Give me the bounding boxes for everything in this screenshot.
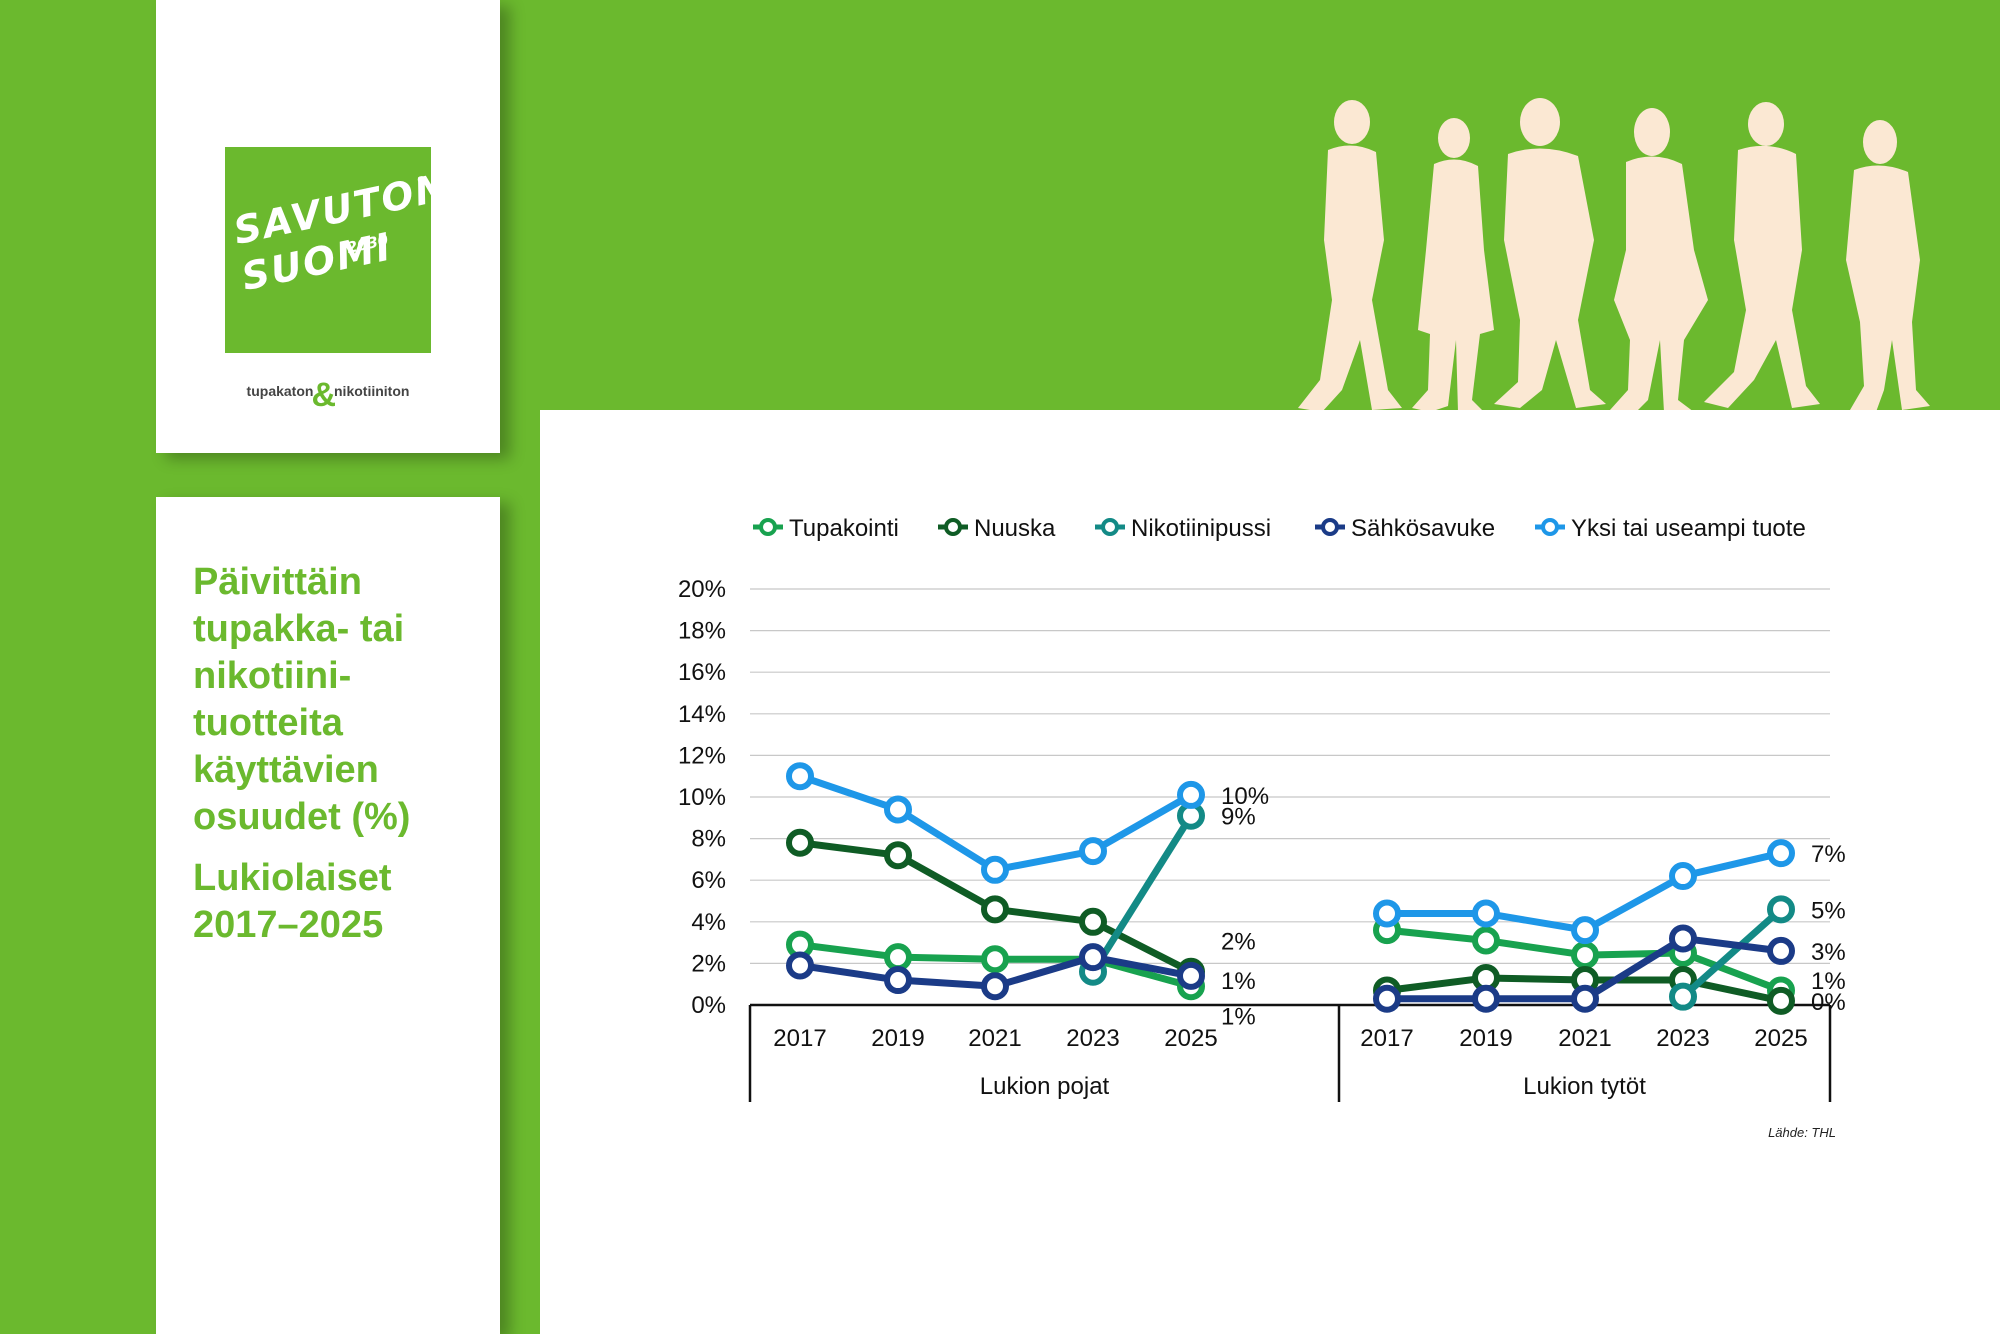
series-line-0-Yksi tai useampi tuote — [798, 772, 1193, 874]
y-tick-16%: 16% — [678, 659, 726, 686]
legend-marker-Sähkösavuke — [1321, 518, 1339, 536]
silhouette-person-3 — [1494, 98, 1606, 408]
point-0-Sähkösavuke-2 — [981, 972, 1009, 1001]
end-label-1-2: 3% — [1811, 939, 1846, 966]
chart-card: 0% 2% 4% 6% 8% 10% 12% 14% 16% 18% 20% Tupakointi Nu… — [540, 410, 2000, 1334]
end-label-0-2: 2% — [1221, 929, 1256, 956]
line-chart: 0% 2% 4% 6% 8% 10% 12% 14% 16% 18% 20% Tupakointi Nu… — [678, 515, 1846, 1102]
legend-marker-Tupakointi — [759, 518, 777, 536]
y-tick-18%: 18% — [678, 618, 726, 645]
point-1-Yksi tai useampi tuote-2 — [1571, 916, 1599, 945]
y-tick-0%: 0% — [691, 992, 726, 1019]
end-label-0-4: 1% — [1221, 1003, 1256, 1030]
point-0-Nuuska-1 — [884, 841, 912, 870]
y-tick-12%: 12% — [678, 742, 726, 769]
y-tick-8%: 8% — [691, 826, 726, 853]
point-1-Tupakointi-2 — [1571, 941, 1599, 970]
silhouette-person-6 — [1846, 120, 1930, 412]
point-0-Yksi tai useampi tuote-0 — [786, 762, 814, 791]
x-tick-0-2025: 2025 — [1164, 1025, 1217, 1052]
source-note: Lähde: THL — [1768, 1125, 1836, 1140]
point-1-Tupakointi-1 — [1472, 926, 1500, 955]
point-0-Nuuska-0 — [786, 828, 814, 857]
x-tick-0-2023: 2023 — [1066, 1025, 1119, 1052]
x-tick-1-2023: 2023 — [1656, 1025, 1709, 1052]
page-subtitle: Lukiolaiset 2017–2025 — [193, 857, 392, 946]
y-tick-14%: 14% — [678, 701, 726, 728]
point-1-Yksi tai useampi tuote-1 — [1472, 899, 1500, 928]
tag-left: tupakaton — [246, 383, 314, 399]
logo-tagline: tupakaton&nikotiiniton — [225, 376, 431, 415]
y-tick-4%: 4% — [691, 909, 726, 936]
end-label-1-4: 0% — [1811, 989, 1846, 1016]
logo-registered-mark: ® — [417, 175, 425, 186]
point-0-Nuuska-2 — [981, 895, 1009, 924]
point-0-Yksi tai useampi tuote-2 — [981, 855, 1009, 884]
x-tick-1-2017: 2017 — [1360, 1025, 1413, 1052]
point-1-Yksi tai useampi tuote-3 — [1669, 862, 1697, 891]
point-0-Yksi tai useampi tuote-1 — [884, 795, 912, 824]
silhouette-person-1 — [1298, 100, 1402, 413]
end-label-0-0: 10% — [1221, 783, 1269, 810]
point-1-Sähkösavuke-3 — [1669, 924, 1697, 953]
x-tick-1-2025: 2025 — [1754, 1025, 1807, 1052]
point-0-Tupakointi-2 — [981, 945, 1009, 974]
legend-label-Nuuska: Nuuska — [974, 515, 1056, 542]
point-0-Nuuska-3 — [1079, 907, 1107, 936]
legend-marker-Nuuska — [944, 518, 962, 536]
point-1-Sähkösavuke-1 — [1472, 984, 1500, 1013]
point-0-Yksi tai useampi tuote-3 — [1079, 837, 1107, 866]
end-label-1-3: 1% — [1811, 968, 1846, 995]
group-label-0: Lukion pojat — [980, 1073, 1110, 1100]
point-0-Tupakointi-1 — [884, 943, 912, 972]
point-0-Sähkösavuke-3 — [1079, 943, 1107, 972]
point-0-Yksi tai useampi tuote-4 — [1177, 780, 1205, 809]
point-1-Yksi tai useampi tuote-4 — [1767, 839, 1795, 868]
silhouette-person-5 — [1704, 102, 1820, 409]
end-label-1-0: 7% — [1811, 841, 1846, 868]
point-1-Sähkösavuke-4 — [1767, 936, 1795, 965]
point-0-Sähkösavuke-0 — [786, 951, 814, 980]
point-1-Sähkösavuke-0 — [1373, 984, 1401, 1013]
end-label-1-1: 5% — [1811, 897, 1846, 924]
point-0-Sähkösavuke-1 — [884, 966, 912, 995]
y-tick-20%: 20% — [678, 576, 726, 603]
point-1-Sähkösavuke-2 — [1571, 984, 1599, 1013]
tag-right: nikotiiniton — [334, 383, 410, 399]
x-tick-1-2021: 2021 — [1558, 1025, 1611, 1052]
legend-label-Yksi tai useampi tuote: Yksi tai useampi tuote — [1571, 515, 1806, 542]
legend-marker-Yksi tai useampi tuote — [1541, 518, 1559, 536]
x-tick-0-2017: 2017 — [773, 1025, 826, 1052]
savuton-suomi-logo: SAVUTON SUOMI 2030 ® — [225, 147, 431, 353]
y-tick-6%: 6% — [691, 867, 726, 894]
y-tick-10%: 10% — [678, 784, 726, 811]
point-0-Sähkösavuke-4 — [1177, 961, 1205, 990]
x-tick-0-2021: 2021 — [968, 1025, 1021, 1052]
point-1-Nikotiinipussi-1 — [1767, 895, 1795, 924]
legend-label-Sähkösavuke: Sähkösavuke — [1351, 515, 1495, 542]
group-label-1: Lukion tytöt — [1523, 1073, 1646, 1100]
end-label-0-1: 9% — [1221, 804, 1256, 831]
series-line-1-Nikotiinipussi — [1680, 906, 1784, 1000]
x-tick-1-2019: 2019 — [1459, 1025, 1512, 1052]
series-line-0-Nikotiinipussi — [1090, 813, 1194, 974]
silhouette-person-4 — [1610, 108, 1708, 412]
legend-marker-Nikotiinipussi — [1101, 518, 1119, 536]
point-1-Yksi tai useampi tuote-0 — [1373, 899, 1401, 928]
title-card: Päivittäin tupakka- tai nikotiini- tuott… — [156, 497, 500, 1334]
tag-amp: & — [311, 376, 336, 414]
legend-label-Tupakointi: Tupakointi — [789, 515, 899, 542]
end-label-0-3: 1% — [1221, 968, 1256, 995]
x-tick-0-2019: 2019 — [871, 1025, 924, 1052]
logo-card: SAVUTON SUOMI 2030 ® tupakaton&nikotiini… — [156, 0, 500, 453]
silhouette-person-2 — [1412, 118, 1494, 412]
point-1-Nuuska-4 — [1767, 986, 1795, 1015]
legend-label-Nikotiinipussi: Nikotiinipussi — [1131, 515, 1271, 542]
page-title: Päivittäin tupakka- tai nikotiini- tuott… — [193, 561, 411, 838]
y-tick-2%: 2% — [691, 950, 726, 977]
people-silhouettes-illustration — [1298, 98, 1930, 413]
point-1-Nikotiinipussi-0 — [1669, 982, 1697, 1011]
